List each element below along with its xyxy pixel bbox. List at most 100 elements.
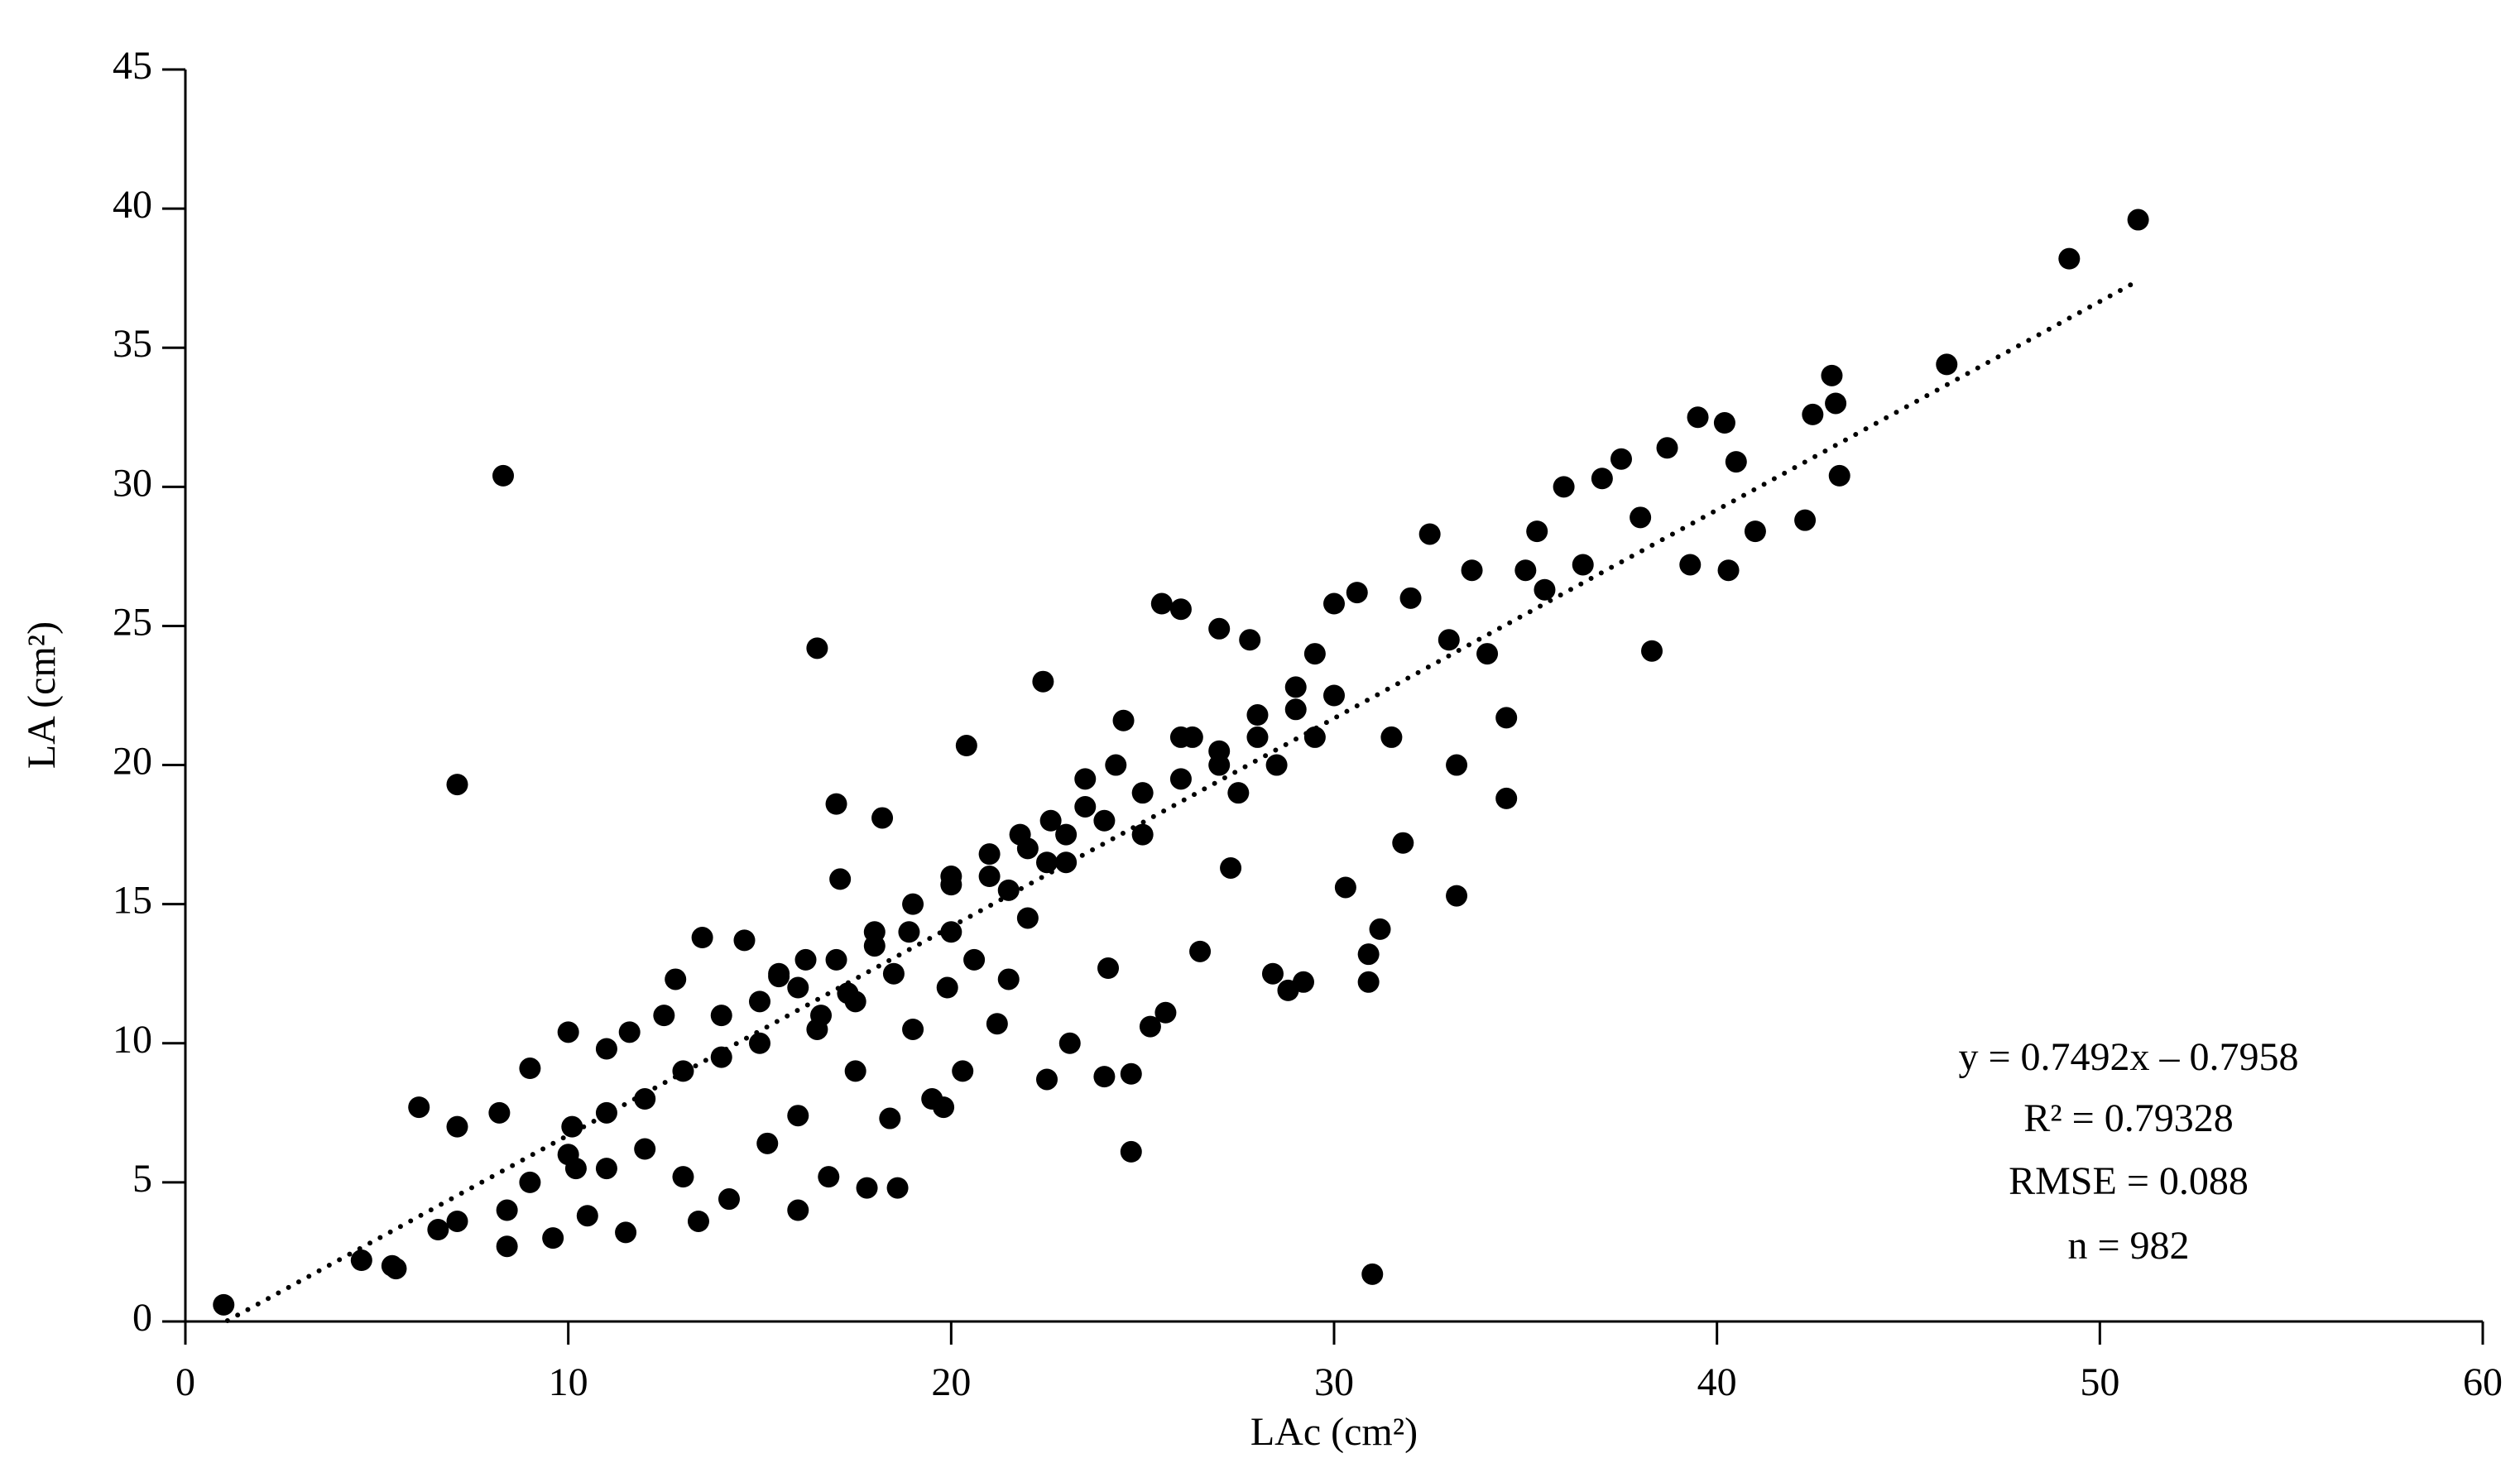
point <box>1246 704 1269 727</box>
point <box>1526 520 1548 543</box>
point <box>963 948 986 971</box>
x-tick-label: 40 <box>1697 1360 1737 1404</box>
point <box>1495 787 1518 809</box>
point <box>902 1018 924 1040</box>
point <box>787 1199 809 1221</box>
point <box>1713 412 1735 434</box>
point <box>496 1235 518 1258</box>
point <box>1239 629 1261 651</box>
point <box>1476 643 1499 665</box>
point <box>1246 726 1269 748</box>
point <box>1828 464 1850 487</box>
point <box>1055 851 1078 874</box>
y-tick-label: 25 <box>113 600 152 644</box>
point <box>710 1046 732 1068</box>
point <box>1284 698 1307 721</box>
x-tick-label: 20 <box>931 1360 971 1404</box>
point <box>1446 754 1468 776</box>
point <box>615 1221 637 1244</box>
point <box>768 962 790 985</box>
point <box>936 976 958 999</box>
point <box>986 1013 1008 1035</box>
point <box>1189 940 1212 962</box>
point <box>1292 971 1314 993</box>
point <box>446 1210 468 1232</box>
point <box>2058 247 2081 270</box>
point <box>634 1138 656 1160</box>
point <box>557 1144 579 1166</box>
y-tick-label: 40 <box>113 183 152 227</box>
point <box>844 990 866 1013</box>
x-tick-label: 50 <box>2080 1360 2119 1404</box>
point <box>350 1249 372 1272</box>
point <box>997 968 1020 990</box>
point <box>952 1060 974 1082</box>
point <box>898 921 920 943</box>
point <box>794 948 817 971</box>
point <box>595 1101 617 1124</box>
point <box>385 1258 407 1280</box>
point <box>1936 353 1958 376</box>
point <box>756 1132 779 1154</box>
point <box>1572 554 1594 576</box>
point <box>595 1038 617 1060</box>
x-tick-label: 30 <box>1314 1360 1354 1404</box>
point <box>806 1018 828 1040</box>
point <box>825 793 847 815</box>
annotation: RMSE = 0.088 <box>2009 1159 2249 1203</box>
x-tick-label: 0 <box>175 1360 195 1404</box>
point <box>1227 782 1250 804</box>
point <box>488 1101 511 1124</box>
point <box>933 1096 955 1119</box>
point <box>1821 364 1843 386</box>
point <box>1055 823 1078 846</box>
annotation: n = 982 <box>2067 1224 2189 1268</box>
point <box>1074 795 1097 818</box>
point <box>1357 971 1380 993</box>
point <box>1679 554 1702 576</box>
point <box>561 1115 583 1138</box>
point <box>1687 406 1709 429</box>
y-axis-title: LA (cm²) <box>20 621 64 769</box>
point <box>955 735 977 757</box>
point <box>1323 592 1345 615</box>
point <box>1139 1015 1161 1038</box>
point <box>1392 832 1414 854</box>
point <box>1074 768 1097 790</box>
point <box>1418 523 1441 545</box>
point <box>672 1060 694 1082</box>
point <box>408 1096 430 1119</box>
point <box>1265 754 1288 776</box>
point <box>863 921 886 943</box>
point <box>1438 629 1460 651</box>
point <box>1534 578 1556 601</box>
point <box>1208 740 1231 762</box>
point <box>1058 1032 1081 1054</box>
point <box>710 1005 732 1027</box>
point <box>1261 962 1284 985</box>
point <box>1150 592 1173 615</box>
point <box>1323 684 1345 707</box>
point <box>1369 918 1391 940</box>
point <box>1495 707 1518 729</box>
point <box>1346 582 1368 604</box>
y-tick-label: 0 <box>132 1296 152 1340</box>
point <box>427 1219 449 1241</box>
point <box>1794 509 1817 531</box>
point <box>1169 726 1192 748</box>
point <box>978 866 1001 888</box>
point <box>1717 559 1740 582</box>
point <box>1591 468 1613 490</box>
y-tick-label: 35 <box>113 322 152 366</box>
point <box>1093 1066 1116 1088</box>
point <box>886 1177 909 1199</box>
point <box>213 1293 235 1316</box>
point <box>1032 670 1054 693</box>
point <box>1016 907 1039 929</box>
point <box>665 968 687 990</box>
point <box>749 990 770 1013</box>
point <box>634 1088 656 1110</box>
point <box>1284 676 1307 698</box>
point <box>618 1021 641 1043</box>
point <box>2127 209 2149 231</box>
